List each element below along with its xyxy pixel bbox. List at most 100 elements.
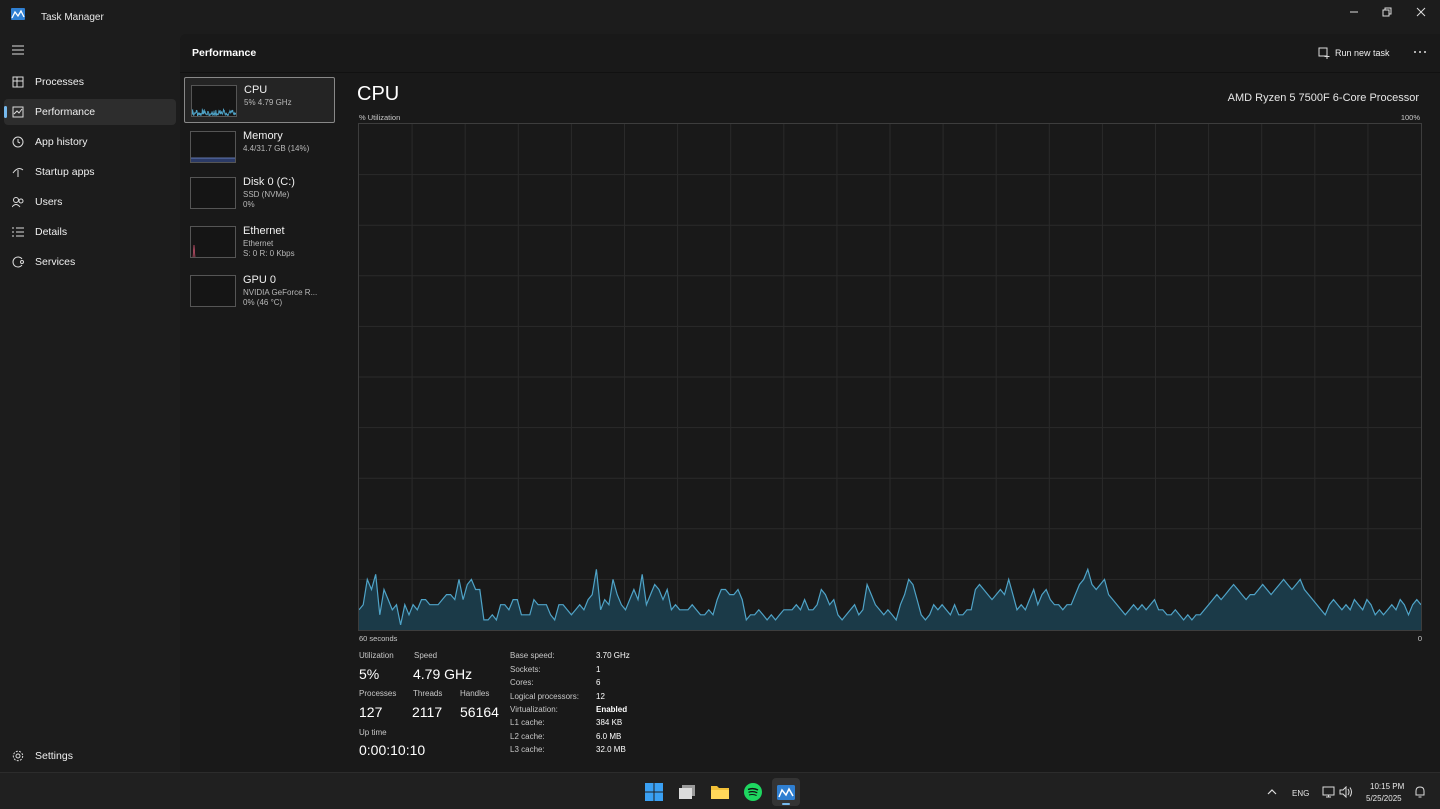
close-button[interactable] <box>1404 0 1438 24</box>
device-detail: 0% (46 °C) <box>243 298 283 307</box>
spec-label: Sockets: <box>510 665 541 674</box>
start-button[interactable] <box>640 778 668 806</box>
nav-label: Processes <box>35 76 85 88</box>
task-view-button[interactable] <box>673 778 701 806</box>
nav-label: Details <box>35 226 68 238</box>
device-detail: Ethernet <box>243 239 274 248</box>
spec-label: L1 cache: <box>510 718 545 727</box>
title-bar: Task Manager <box>0 0 1440 34</box>
history-icon <box>11 135 25 149</box>
threads-value: 2117 <box>412 704 443 720</box>
page-title: Performance <box>192 47 257 59</box>
cpu-model: AMD Ryzen 5 7500F 6-Core Processor <box>1227 92 1419 104</box>
task-view-icon <box>679 785 695 799</box>
threads-label: Threads <box>413 689 443 698</box>
device-name: GPU 0 <box>243 274 277 286</box>
time-axis-left: 60 seconds <box>359 634 398 643</box>
volume-button[interactable] <box>1338 778 1354 806</box>
clock-time[interactable]: 10:15 PM <box>1370 782 1405 791</box>
device-name: Ethernet <box>243 225 285 237</box>
file-explorer-button[interactable] <box>706 778 734 806</box>
task-manager-icon <box>777 784 795 800</box>
spec-value: 384 KB <box>596 718 623 727</box>
utilization-label: Utilization <box>359 651 394 660</box>
spec-label: L3 cache: <box>510 745 545 754</box>
cpu-title: CPU <box>357 83 400 105</box>
notifications-button[interactable] <box>1412 778 1428 806</box>
details-icon <box>11 225 25 239</box>
spec-value: 12 <box>596 692 605 701</box>
spec-value: 1 <box>596 665 601 674</box>
nav-item-app-history[interactable]: App history <box>4 129 176 155</box>
spec-label: Virtualization: <box>510 705 558 714</box>
cpu-thumbnail <box>191 85 237 117</box>
nav-item-users[interactable]: Users <box>4 189 176 215</box>
cpu-usage-line <box>358 567 1422 626</box>
processes-icon <box>11 75 25 89</box>
device-memory[interactable]: Memory 4.4/31.7 GB (14%) <box>184 124 335 170</box>
spec-label: L2 cache: <box>510 732 545 741</box>
device-disk[interactable]: Disk 0 (C:) SSD (NVMe) 0% <box>184 170 335 216</box>
utilization-max-label: 100% <box>1400 113 1420 122</box>
restore-button[interactable] <box>1370 0 1404 24</box>
run-new-task-button[interactable]: Run new task <box>1318 44 1390 62</box>
folder-icon <box>711 786 729 799</box>
device-detail: 4.4/31.7 GB (14%) <box>243 144 310 153</box>
close-icon <box>1416 7 1426 17</box>
network-button[interactable] <box>1320 778 1336 806</box>
more-options-button[interactable] <box>1408 44 1432 60</box>
device-detail: 0% <box>243 200 255 209</box>
nav-label: Services <box>35 256 76 268</box>
device-name: Disk 0 (C:) <box>243 176 295 188</box>
nav-item-startup-apps[interactable]: Startup apps <box>4 159 176 185</box>
spotify-icon <box>744 783 762 801</box>
more-icon <box>1414 51 1426 53</box>
device-name: Memory <box>243 130 283 142</box>
task-manager-icon <box>11 8 25 20</box>
cpu-utilization-graph <box>358 123 1422 631</box>
notification-bell-icon <box>1415 786 1425 798</box>
task-manager-taskbar-button[interactable] <box>772 778 800 806</box>
main-content: Performance Run new task CPU 5% 4.79 GHz… <box>180 34 1440 772</box>
nav-item-details[interactable]: Details <box>4 219 176 245</box>
device-ethernet[interactable]: Ethernet Ethernet S: 0 R: 0 Kbps <box>184 219 335 265</box>
handles-label: Handles <box>460 689 490 698</box>
utilization-value: 5% <box>359 666 380 682</box>
hamburger-icon <box>12 45 24 55</box>
device-gpu[interactable]: GPU 0 NVIDIA GeForce R... 0% (46 °C) <box>184 268 335 314</box>
clock-date[interactable]: 5/25/2025 <box>1366 794 1402 803</box>
device-name: CPU <box>244 84 268 96</box>
ethernet-thumbnail <box>190 226 236 258</box>
language-indicator[interactable]: ENG <box>1292 789 1310 798</box>
device-cpu[interactable]: CPU 5% 4.79 GHz <box>184 77 335 123</box>
menu-toggle-button[interactable] <box>8 40 28 60</box>
memory-thumbnail <box>190 131 236 163</box>
header-divider <box>180 72 1440 73</box>
device-detail: S: 0 R: 0 Kbps <box>243 249 295 258</box>
speed-label: Speed <box>414 651 438 660</box>
nav-item-processes[interactable]: Processes <box>4 69 176 95</box>
device-detail: 5% 4.79 GHz <box>244 98 292 107</box>
show-hidden-icons-button[interactable] <box>1262 778 1282 806</box>
utilization-axis-label: % Utilization <box>359 113 401 122</box>
services-icon <box>11 255 25 269</box>
chevron-up-icon <box>1267 789 1277 795</box>
nav-item-settings[interactable]: Settings <box>4 743 176 769</box>
time-axis-right: 0 <box>1417 634 1422 643</box>
processes-label: Processes <box>359 689 397 698</box>
nav-label: Startup apps <box>35 166 95 178</box>
performance-icon <box>11 105 25 119</box>
run-new-task-label: Run new task <box>1335 48 1390 58</box>
taskbar: ENG 10:15 PM 5/25/2025 <box>0 772 1440 809</box>
run-task-icon <box>1318 47 1330 59</box>
restore-icon <box>1382 7 1392 17</box>
spotify-button[interactable] <box>739 778 767 806</box>
nav-item-services[interactable]: Services <box>4 249 176 275</box>
nav-item-performance[interactable]: Performance <box>4 99 176 125</box>
minimize-button[interactable] <box>1337 0 1371 24</box>
processes-value: 127 <box>359 704 383 720</box>
network-icon <box>1322 786 1334 798</box>
spec-value: 6 <box>596 678 601 687</box>
cpu-graph-canvas <box>358 124 1422 630</box>
spec-value: Enabled <box>596 705 628 714</box>
